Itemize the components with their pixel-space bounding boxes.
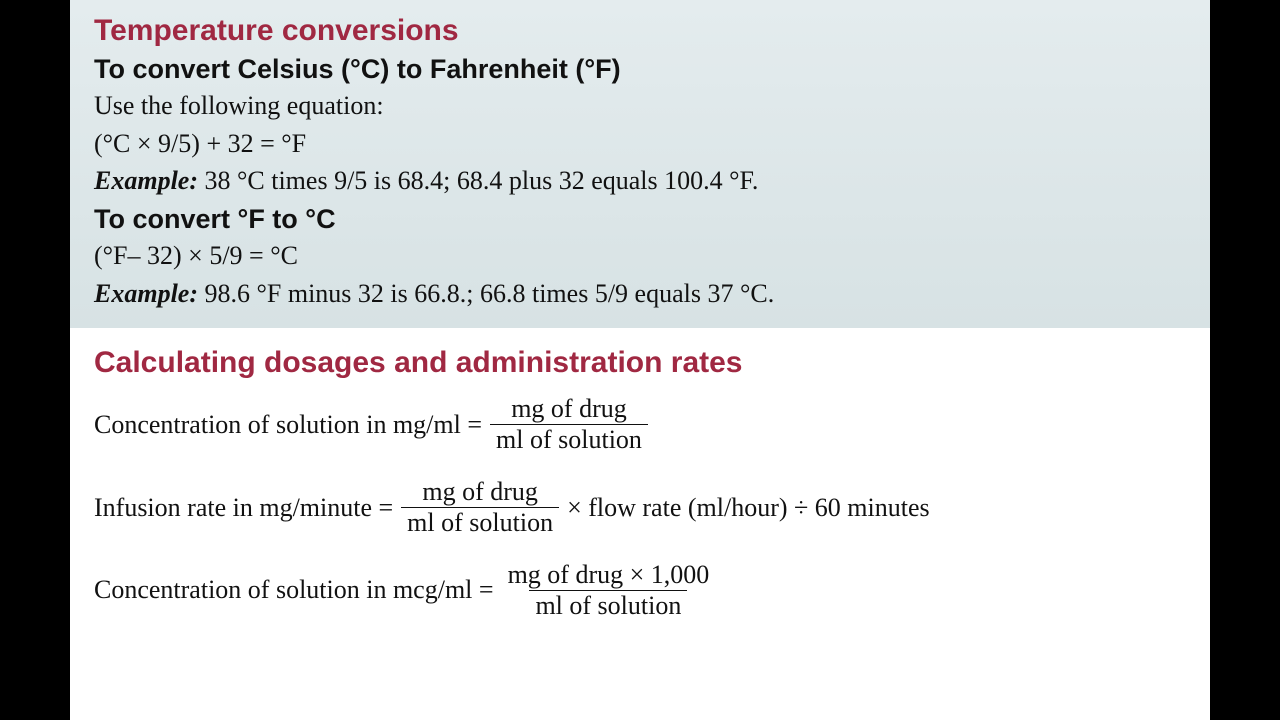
section-heading: Calculating dosages and administration r… xyxy=(94,346,1186,380)
fraction: mg of drug × 1,000 ml of solution xyxy=(502,560,716,621)
formula-lhs: Concentration of solution in mcg/ml = xyxy=(94,575,494,605)
infusion-rate-formula: Infusion rate in mg/minute = mg of drug … xyxy=(94,477,1186,538)
c-to-f-equation: (°C × 9/5) + 32 = °F xyxy=(94,125,1186,163)
fraction-numerator: mg of drug xyxy=(505,394,633,424)
f-to-c-equation: (°F– 32) × 5/9 = °C xyxy=(94,237,1186,275)
concentration-mcg-ml-formula: Concentration of solution in mcg/ml = mg… xyxy=(94,560,1186,621)
dosage-section: Calculating dosages and administration r… xyxy=(70,328,1210,620)
fraction-denominator: ml of solution xyxy=(529,590,687,621)
c-to-f-subheading: To convert Celsius (°C) to Fahrenheit (°… xyxy=(94,54,1186,85)
fraction: mg of drug ml of solution xyxy=(490,394,648,455)
use-equation-text: Use the following equation: xyxy=(94,87,1186,125)
formula-tail: × flow rate (ml/hour) ÷ 60 minutes xyxy=(567,493,930,523)
section-heading: Temperature conversions xyxy=(94,14,1186,48)
example-label: Example: xyxy=(94,279,198,308)
document-page: Temperature conversions To convert Celsi… xyxy=(70,0,1210,720)
f-to-c-example: Example: 98.6 °F minus 32 is 66.8.; 66.8… xyxy=(94,275,1186,313)
concentration-mg-ml-formula: Concentration of solution in mg/ml = mg … xyxy=(94,394,1186,455)
fraction-numerator: mg of drug × 1,000 xyxy=(502,560,716,590)
f-to-c-subheading: To convert °F to °C xyxy=(94,204,1186,235)
formula-lhs: Concentration of solution in mg/ml = xyxy=(94,410,482,440)
fraction-numerator: mg of drug xyxy=(416,477,544,507)
fraction-denominator: ml of solution xyxy=(490,424,648,455)
temperature-section: Temperature conversions To convert Celsi… xyxy=(70,0,1210,328)
fraction: mg of drug ml of solution xyxy=(401,477,559,538)
fraction-denominator: ml of solution xyxy=(401,507,559,538)
example-label: Example: xyxy=(94,166,198,195)
example-text: 98.6 °F minus 32 is 66.8.; 66.8 times 5/… xyxy=(198,279,774,308)
example-text: 38 °C times 9/5 is 68.4; 68.4 plus 32 eq… xyxy=(198,166,758,195)
formula-lhs: Infusion rate in mg/minute = xyxy=(94,493,393,523)
c-to-f-example: Example: 38 °C times 9/5 is 68.4; 68.4 p… xyxy=(94,162,1186,200)
